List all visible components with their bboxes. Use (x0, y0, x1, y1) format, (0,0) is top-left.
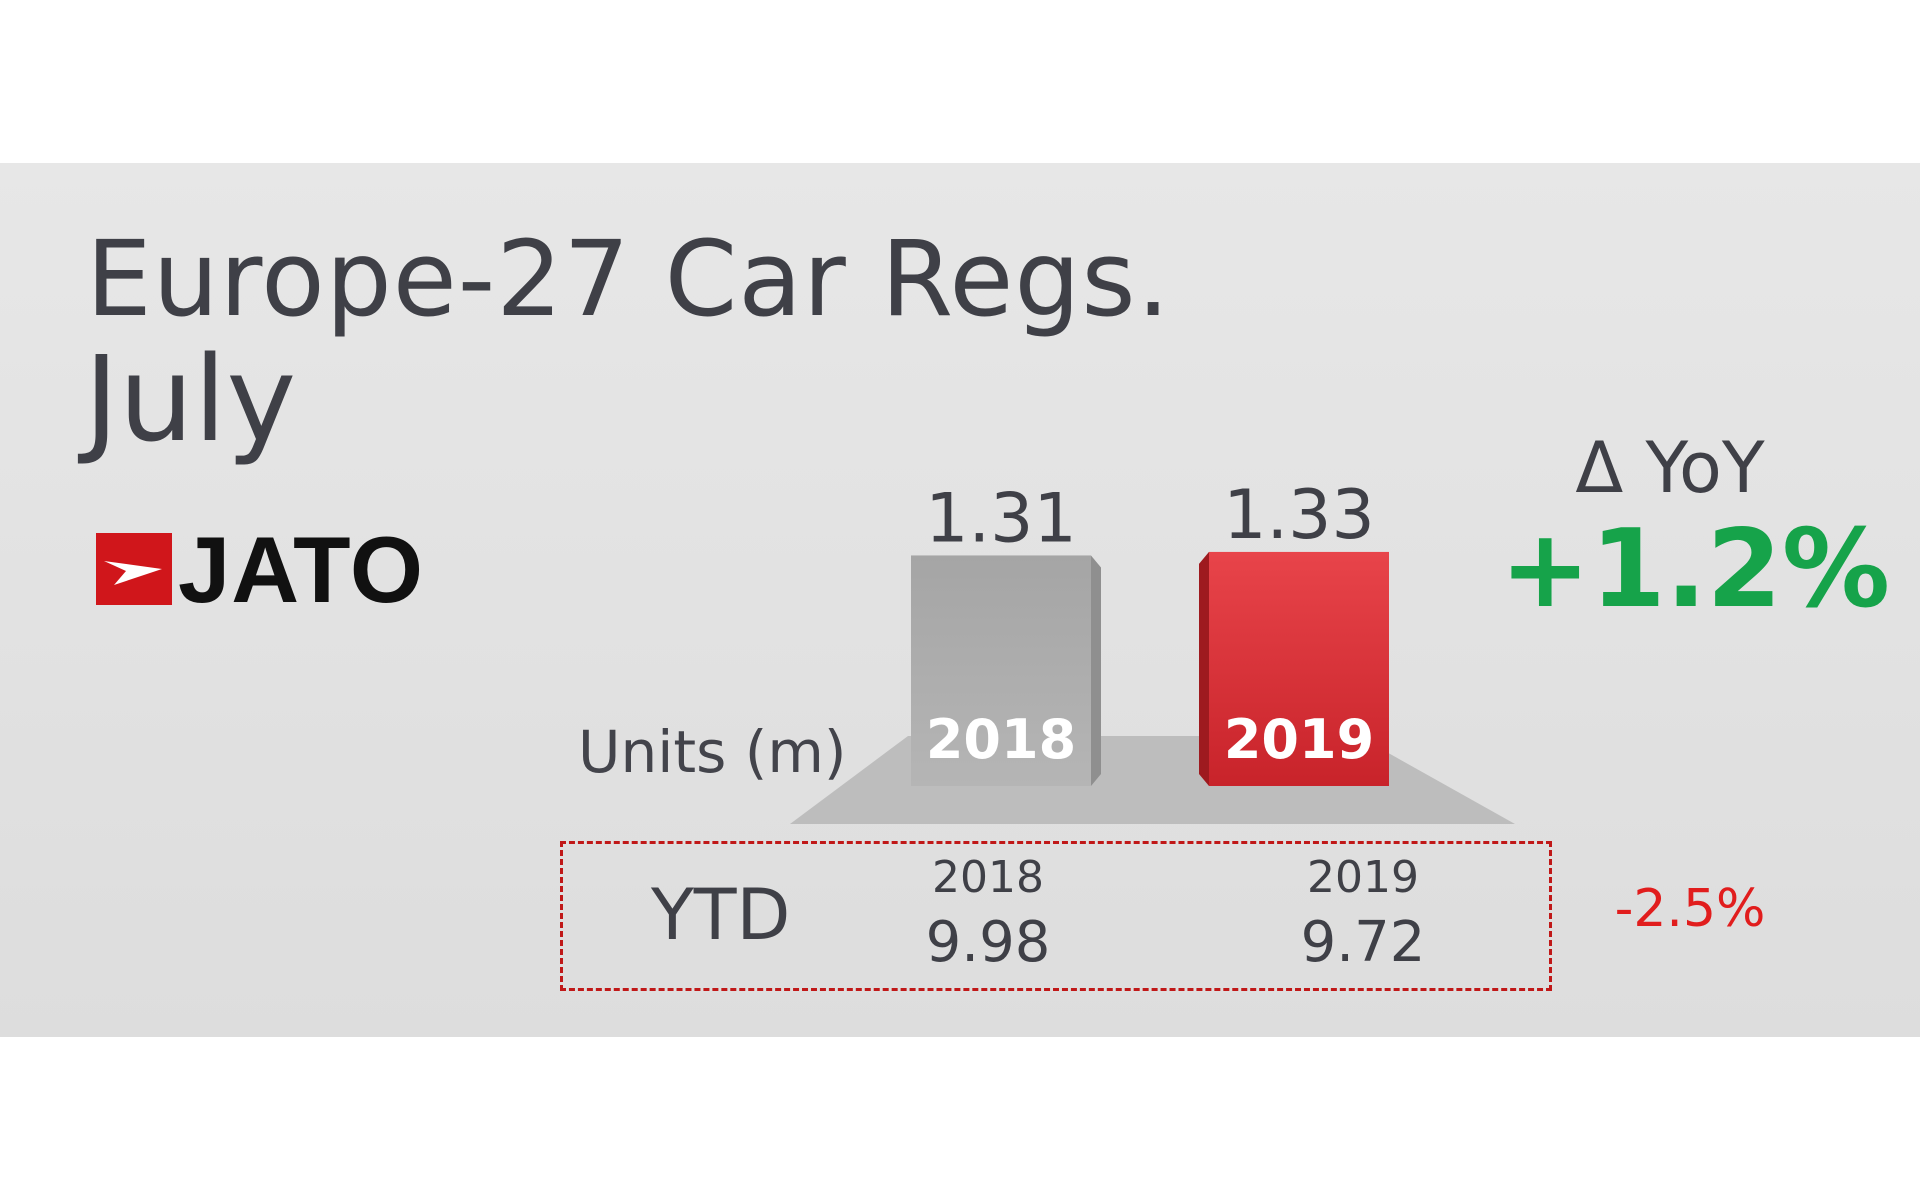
bar-2019: 1.33 2019 (1199, 476, 1389, 786)
ytd-value-2018: 9.98 (925, 910, 1051, 975)
y-axis-label: Units (m) (578, 718, 847, 786)
bar-category-label-2019: 2019 (1224, 708, 1374, 771)
bar-2018: 1.31 2018 (911, 479, 1101, 786)
bar-chart: 1.31 2018 1.33 2019 (790, 476, 1515, 824)
ytd-value-2019: 9.72 (1300, 910, 1426, 975)
bar-side-2019 (1199, 551, 1209, 786)
chart-floor (790, 736, 1515, 824)
jato-logo: JATO (96, 517, 436, 622)
bar-category-label-2018: 2018 (926, 708, 1076, 771)
jato-logo-icon (96, 533, 172, 605)
bar-side-2018 (1091, 555, 1101, 786)
bar-face-2018 (911, 555, 1091, 786)
delta-label: Δ YoY (1575, 427, 1765, 509)
ytd-label: YTD (651, 874, 791, 956)
ytd-year-2019: 2019 (1307, 852, 1419, 903)
jato-logo-text: JATO (178, 517, 425, 622)
ytd-box: YTD 2018 9.98 2019 9.72 (560, 841, 1552, 991)
ytd-change: -2.5% (1614, 879, 1766, 939)
chart-subtitle: July (84, 330, 297, 468)
chart-title: Europe-27 Car Regs. (86, 218, 1171, 340)
delta-value: +1.2% (1500, 507, 1891, 632)
infographic-panel: Europe-27 Car Regs. July JATO Units (m) … (0, 163, 1920, 1037)
bar-value-label-2018: 1.31 (925, 479, 1076, 558)
ytd-year-2018: 2018 (932, 852, 1044, 903)
bar-face-2019 (1209, 551, 1389, 786)
bar-value-label-2019: 1.33 (1223, 476, 1374, 555)
